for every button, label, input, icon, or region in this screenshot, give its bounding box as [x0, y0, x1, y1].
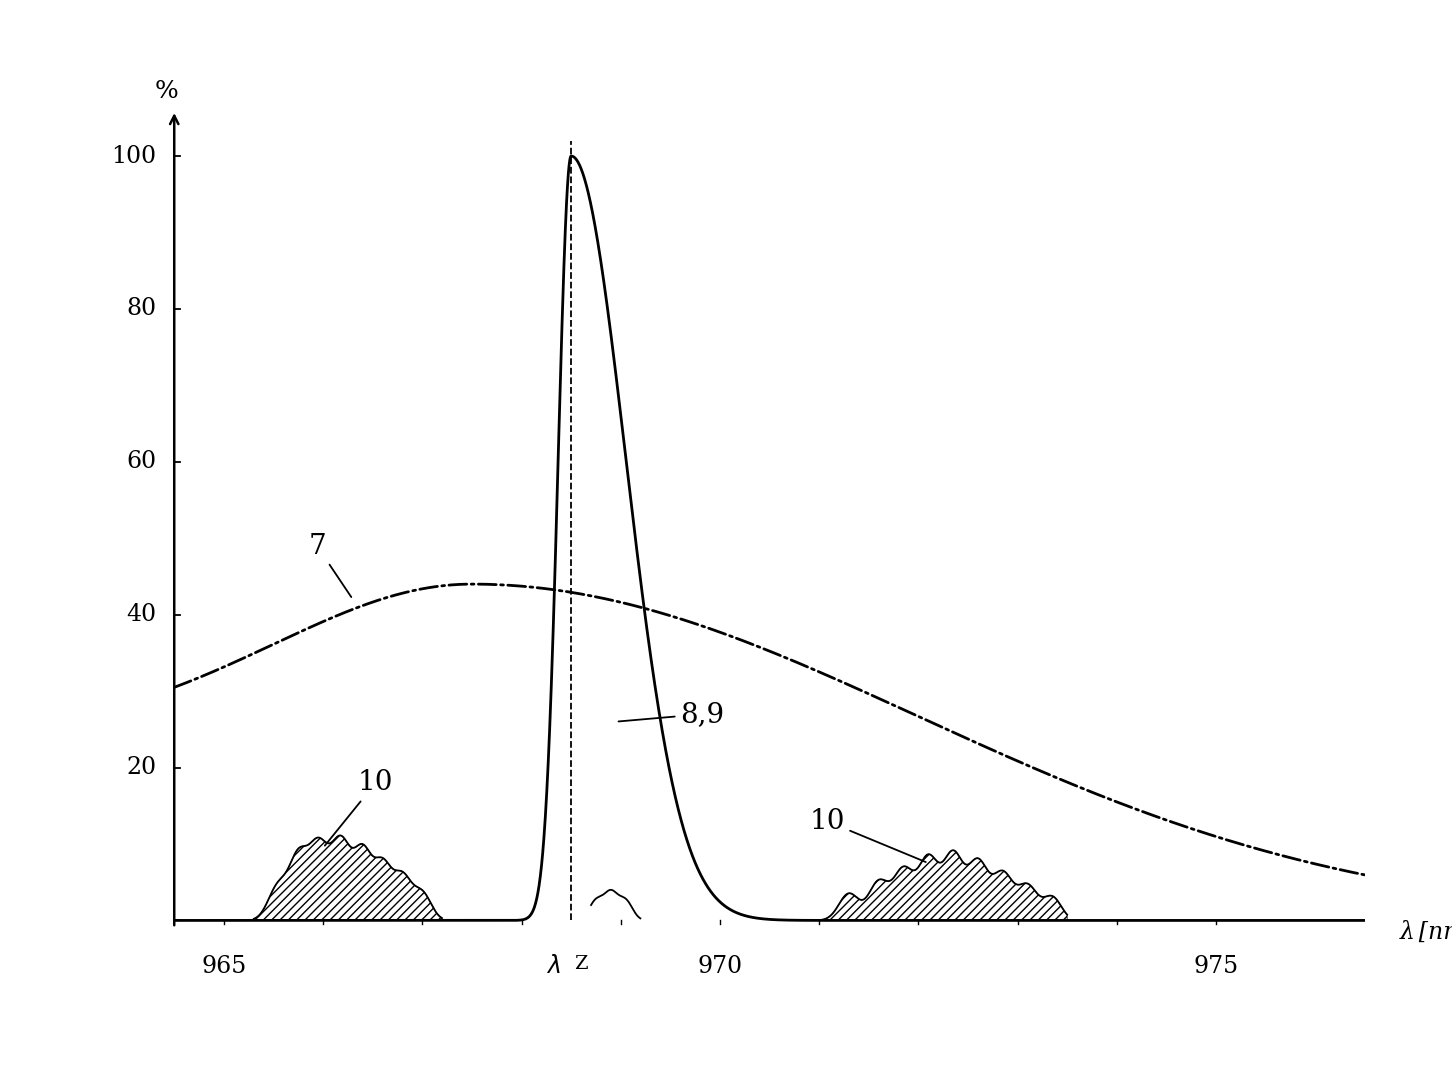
Text: 20: 20	[126, 756, 157, 779]
Text: 975: 975	[1194, 955, 1239, 978]
Text: %: %	[154, 79, 179, 103]
Text: 7: 7	[308, 533, 351, 597]
Text: 8,9: 8,9	[619, 701, 725, 728]
Text: λ [nm]: λ [nm]	[1400, 921, 1452, 943]
Text: Z: Z	[574, 955, 588, 972]
Text: 970: 970	[697, 955, 742, 978]
Text: 60: 60	[126, 450, 157, 474]
Text: 100: 100	[112, 145, 157, 167]
Text: 10: 10	[325, 770, 393, 846]
Text: 965: 965	[202, 955, 247, 978]
Text: 40: 40	[126, 604, 157, 626]
Text: 80: 80	[126, 297, 157, 321]
Text: $\lambda$: $\lambda$	[546, 955, 560, 978]
Text: 10: 10	[809, 807, 926, 862]
